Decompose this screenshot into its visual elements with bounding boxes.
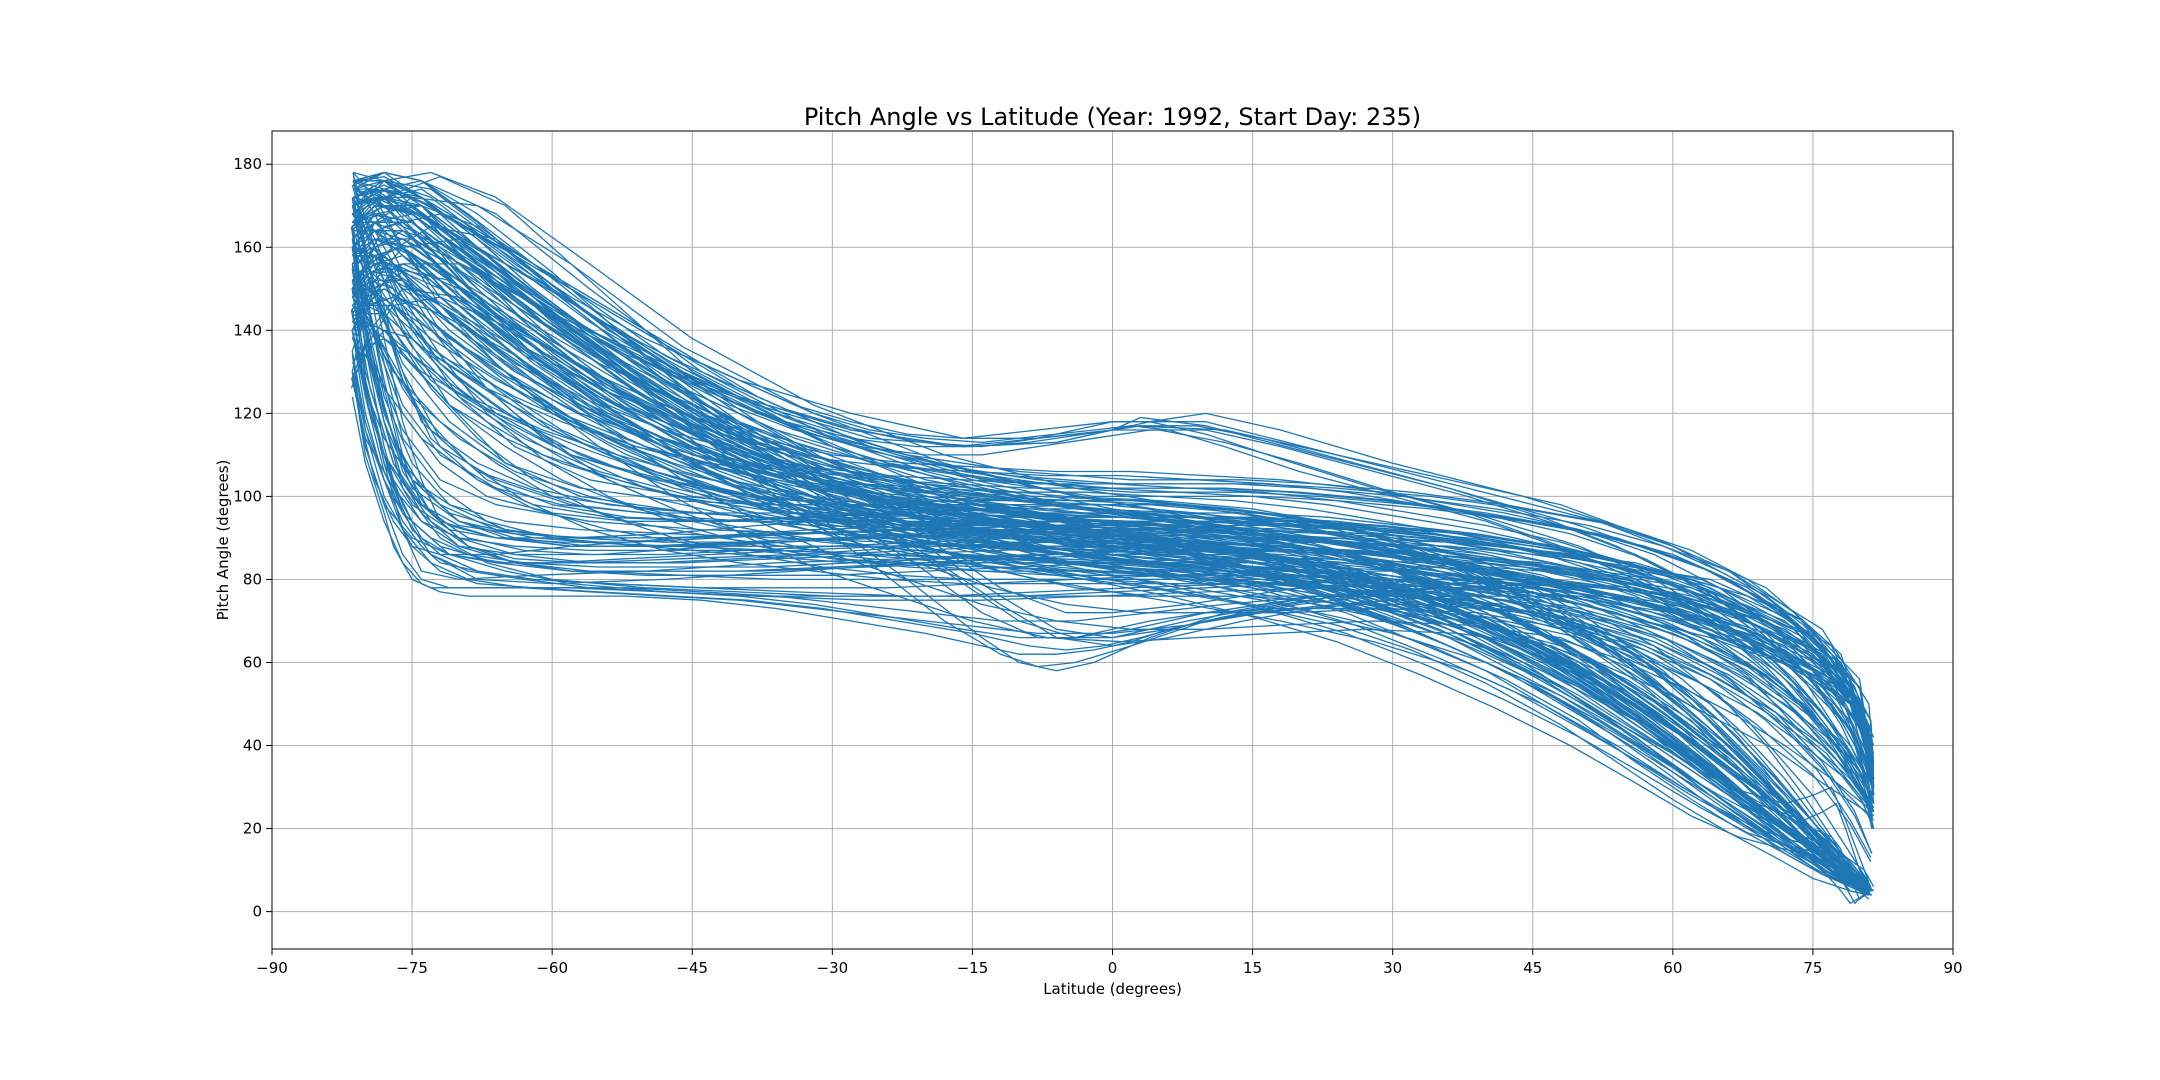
- x-tick-label: 45: [1523, 959, 1542, 977]
- y-tick-label: 20: [243, 820, 262, 838]
- y-tick-label: 180: [233, 155, 262, 173]
- y-tick-label: 120: [233, 404, 262, 422]
- series-line: [351, 238, 1875, 829]
- series-line: [352, 254, 1875, 813]
- chart-title: Pitch Angle vs Latitude (Year: 1992, Sta…: [804, 103, 1421, 131]
- y-axis-label: Pitch Angle (degrees): [214, 460, 232, 621]
- series-line: [352, 196, 1870, 892]
- series-line: [352, 254, 1874, 813]
- x-tick-label: 0: [1108, 959, 1118, 977]
- series-line: [351, 263, 1868, 892]
- series-line: [351, 196, 1872, 896]
- series-line: [351, 205, 1875, 754]
- series-line: [352, 180, 1872, 896]
- y-tick-label: 140: [233, 321, 262, 339]
- series-line: [351, 263, 1872, 896]
- x-axis-ticks: −90 −75 −60 −45 −30 −15 0 15 30 45 60 75 90: [256, 949, 1963, 977]
- y-tick-label: 100: [233, 487, 262, 505]
- series-line: [351, 279, 1874, 817]
- series-line: [351, 238, 1875, 813]
- series-line: [351, 313, 1874, 821]
- x-tick-label: 75: [1803, 959, 1822, 977]
- series-line: [351, 396, 1873, 892]
- series-line: [352, 180, 1873, 854]
- series-line: [351, 246, 1870, 892]
- x-tick-label: −15: [957, 959, 989, 977]
- x-tick-label: −90: [256, 959, 288, 977]
- series-line: [351, 330, 1872, 892]
- series-line: [353, 180, 1875, 771]
- x-tick-label: 15: [1243, 959, 1262, 977]
- series-line: [352, 213, 1875, 813]
- x-axis-label: Latitude (degrees): [1043, 980, 1182, 998]
- y-tick-label: 160: [233, 238, 262, 256]
- series-line: [351, 221, 1870, 892]
- series-line: [351, 350, 1872, 892]
- series-line: [351, 246, 1872, 858]
- series-line: [351, 247, 1865, 892]
- series-line: [351, 355, 1865, 888]
- grid: [272, 131, 1953, 949]
- x-tick-label: −60: [536, 959, 568, 977]
- series-line: [351, 271, 1875, 829]
- series-line: [351, 304, 1865, 892]
- series-line: [352, 213, 1875, 780]
- series-line: [352, 230, 1875, 809]
- series-line: [351, 288, 1872, 863]
- y-tick-label: 40: [243, 737, 262, 755]
- series-line: [351, 371, 1870, 892]
- x-tick-label: 30: [1383, 959, 1402, 977]
- x-tick-label: 60: [1663, 959, 1682, 977]
- series-line: [353, 171, 1870, 892]
- x-tick-label: −75: [396, 959, 428, 977]
- y-tick-label: 80: [243, 570, 262, 588]
- series-line: [352, 246, 1874, 892]
- y-tick-label: 0: [252, 903, 262, 921]
- series-line: [353, 180, 1875, 763]
- plot-lines: [350, 171, 1875, 904]
- series-line: [351, 213, 1873, 854]
- series-line: [353, 196, 1874, 813]
- x-tick-label: 90: [1943, 959, 1962, 977]
- series-line: [351, 271, 1873, 896]
- series-line: [352, 230, 1874, 813]
- series-line: [351, 296, 1875, 804]
- y-tick-label: 60: [243, 653, 262, 671]
- x-tick-label: −30: [817, 959, 849, 977]
- series-line: [351, 205, 1872, 896]
- y-axis-ticks: 0 20 40 60 80 100 120 140 160 180: [233, 155, 272, 921]
- series-line: [352, 246, 1875, 813]
- x-tick-label: −45: [676, 959, 708, 977]
